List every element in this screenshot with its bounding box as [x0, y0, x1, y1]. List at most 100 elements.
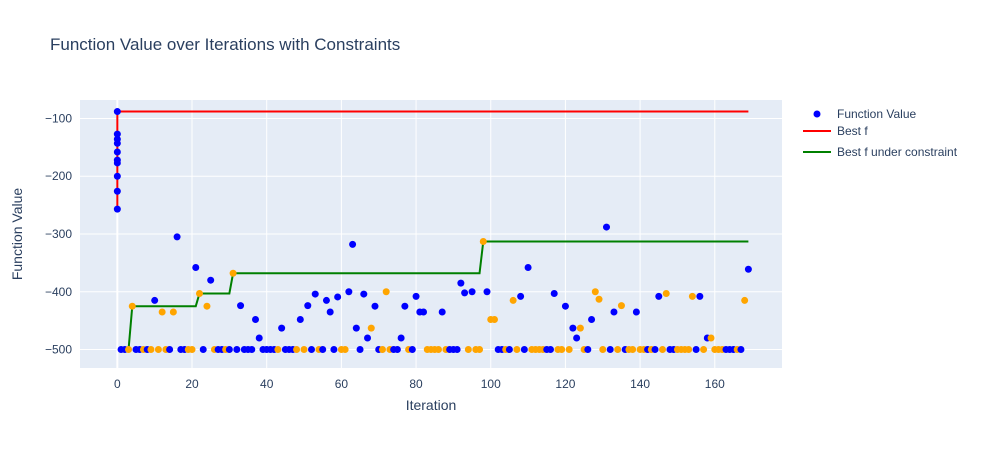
data-point — [651, 346, 659, 354]
data-point — [490, 315, 498, 323]
data-point — [322, 296, 330, 304]
data-point — [296, 315, 304, 323]
x-tick-label: 120 — [555, 377, 575, 391]
data-point — [345, 288, 353, 296]
data-point — [468, 288, 476, 296]
data-point — [113, 139, 121, 147]
best-f-under-constraint-line — [127, 240, 749, 350]
data-point — [237, 302, 245, 310]
data-point — [308, 346, 316, 354]
data-point — [614, 346, 622, 354]
data-point — [700, 346, 708, 354]
data-point — [662, 289, 670, 297]
legend-label-best-f: Best f — [837, 124, 868, 138]
y-tick-label: −400 — [45, 285, 72, 299]
data-point — [151, 296, 159, 304]
data-point — [192, 264, 200, 271]
data-point — [741, 296, 749, 304]
data-point — [569, 324, 577, 332]
legend-label-function-value: Function Value — [837, 107, 916, 121]
data-point — [356, 346, 364, 354]
data-point — [255, 334, 263, 342]
y-tick-label: −300 — [45, 227, 72, 241]
y-tick-label: −100 — [45, 111, 72, 125]
data-point — [685, 346, 693, 354]
data-point — [154, 346, 162, 354]
data-point — [476, 346, 484, 354]
data-point — [401, 302, 409, 310]
data-point — [341, 346, 349, 354]
x-tick-label: 0 — [114, 377, 121, 391]
data-point — [311, 290, 319, 298]
data-point — [688, 292, 696, 300]
data-point — [408, 346, 416, 354]
data-point — [113, 159, 121, 167]
data-point — [188, 346, 196, 354]
data-point — [225, 346, 233, 354]
data-point — [588, 315, 596, 323]
data-point — [659, 346, 667, 354]
data-point — [274, 346, 282, 354]
legend-item-function-value[interactable]: Function Value — [813, 107, 917, 121]
chart-title: Function Value over Iterations with Cons… — [50, 35, 400, 54]
data-point — [517, 292, 525, 300]
data-point — [248, 346, 256, 354]
data-point — [692, 346, 700, 354]
data-point — [610, 308, 618, 316]
data-point — [479, 238, 487, 246]
legend-marker-function-value — [813, 110, 821, 118]
data-point — [128, 302, 136, 310]
data-point — [438, 308, 446, 316]
data-point — [744, 265, 752, 273]
data-point — [546, 346, 554, 354]
data-point — [707, 334, 715, 342]
data-point — [169, 308, 177, 316]
data-point — [367, 324, 375, 332]
data-point — [524, 264, 532, 271]
data-point — [617, 302, 625, 310]
data-point — [364, 334, 372, 342]
data-point — [293, 346, 301, 354]
y-axis-ticks: −100 −200 −300 −400 −500 — [45, 111, 72, 356]
data-point — [550, 289, 558, 297]
data-point — [125, 346, 133, 354]
data-point — [606, 346, 614, 354]
data-point — [505, 346, 513, 354]
data-point — [113, 187, 121, 195]
data-point — [207, 276, 215, 284]
data-point — [576, 324, 584, 332]
data-point — [393, 346, 401, 354]
data-point — [252, 315, 259, 323]
data-point — [464, 346, 472, 354]
data-point — [509, 296, 517, 304]
x-tick-label: 60 — [335, 377, 349, 391]
x-tick-label: 100 — [481, 377, 501, 391]
data-point — [565, 346, 573, 354]
data-point — [453, 346, 461, 354]
data-point — [229, 269, 237, 277]
legend-item-best-f[interactable]: Best f — [803, 124, 868, 138]
x-tick-label: 40 — [260, 377, 274, 391]
data-point — [420, 308, 428, 316]
legend-item-best-f-under-constraint[interactable]: Best f under constraint — [803, 145, 958, 159]
data-point — [113, 130, 121, 138]
data-point — [304, 302, 312, 310]
data-point — [330, 346, 338, 354]
legend: Function Value Best f Best f under const… — [803, 107, 958, 159]
data-point — [203, 302, 211, 310]
data-point — [412, 292, 420, 300]
data-point — [520, 346, 528, 354]
data-point — [278, 324, 286, 332]
data-point — [434, 346, 442, 354]
data-point — [113, 205, 121, 213]
x-tick-label: 80 — [409, 377, 423, 391]
data-point — [558, 346, 566, 354]
data-point — [199, 346, 207, 354]
data-point — [513, 346, 521, 354]
data-point — [461, 289, 469, 297]
data-point — [173, 233, 181, 241]
y-tick-label: −500 — [45, 343, 72, 357]
legend-label-best-f-under-constraint: Best f under constraint — [837, 145, 958, 159]
data-point — [483, 288, 491, 296]
